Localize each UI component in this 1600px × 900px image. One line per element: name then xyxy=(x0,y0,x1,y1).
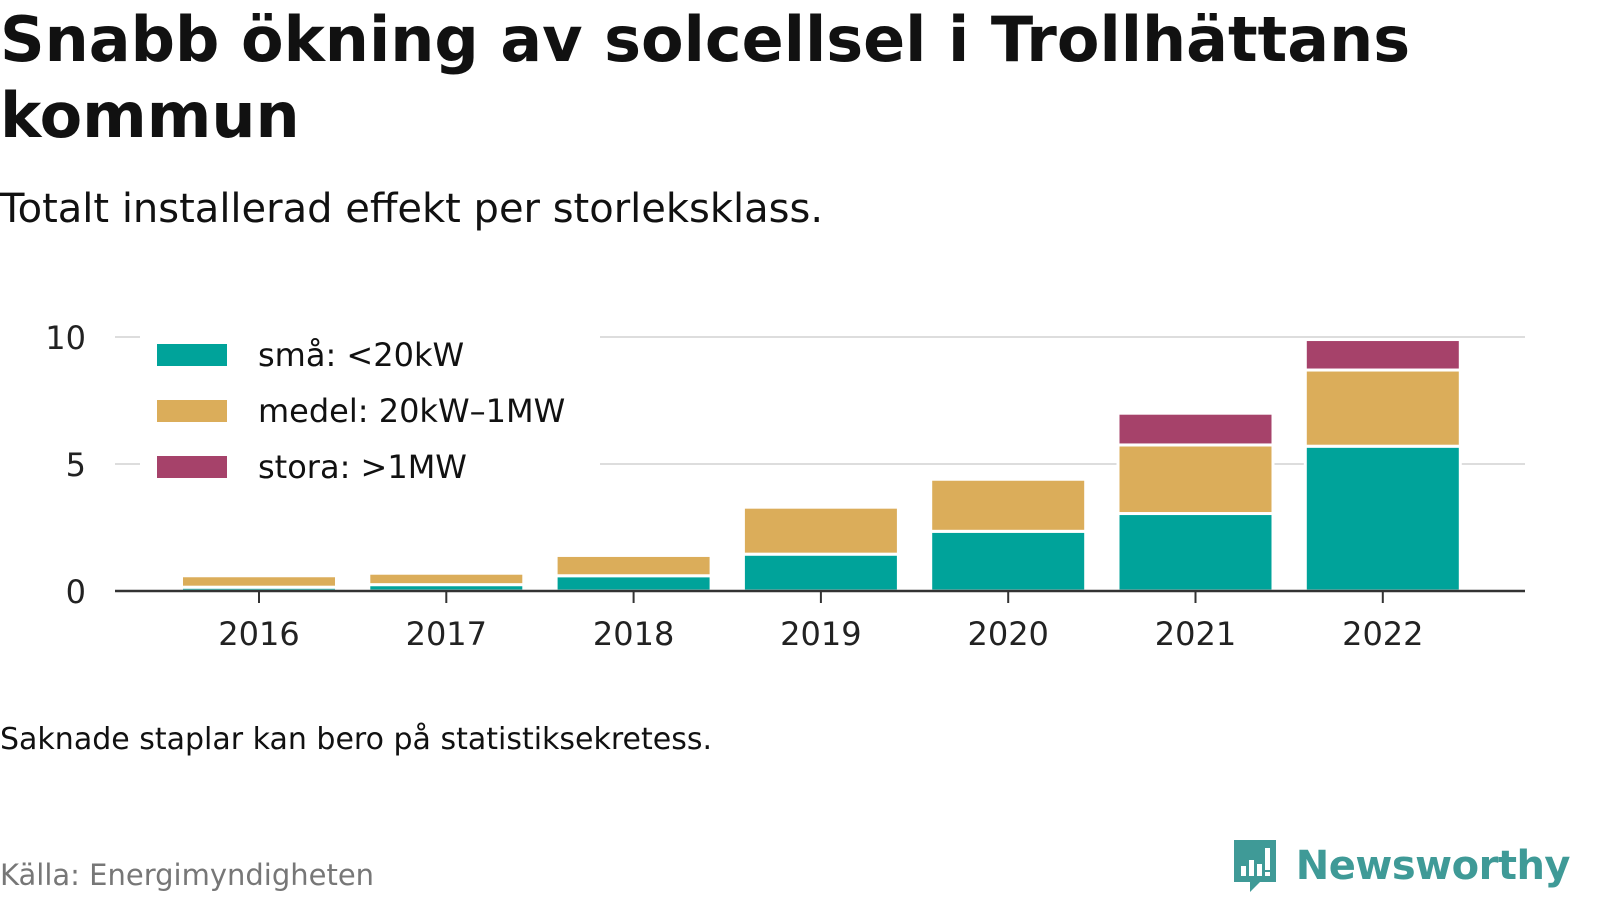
legend: små: <20kW medel: 20kW–1MW stora: >1MW xyxy=(140,328,600,494)
chart-title: Snabb ökning av solcellsel i Trollhättan… xyxy=(0,3,1411,152)
bar-segment xyxy=(741,505,900,556)
x-axis-ticks: 2016 2017 2018 2019 2020 2021 2022 xyxy=(218,591,1424,653)
bar-segment xyxy=(1116,411,1275,447)
bar-segment xyxy=(929,529,1088,593)
bar-segment xyxy=(741,552,900,593)
source-credit: Källa: Energimyndigheten xyxy=(0,858,375,892)
newsworthy-logo-icon xyxy=(1233,840,1276,892)
legend-swatch xyxy=(157,456,227,478)
bar-segment xyxy=(1303,368,1462,448)
x-tick-label: 2016 xyxy=(218,615,299,653)
x-tick-label: 2022 xyxy=(1342,615,1423,653)
legend-label: små: <20kW xyxy=(258,336,464,374)
bar-segment xyxy=(180,574,338,589)
bar-segment xyxy=(1116,512,1275,593)
bar-segment xyxy=(367,571,526,587)
brand-logo: Newsworthy xyxy=(1230,838,1571,894)
bar-segment xyxy=(1303,338,1462,372)
x-tick-label: 2018 xyxy=(593,615,674,653)
legend-swatch xyxy=(157,344,227,366)
x-tick-label: 2017 xyxy=(406,615,487,653)
bar-segment xyxy=(554,574,713,593)
bars xyxy=(180,338,1462,593)
legend-label: medel: 20kW–1MW xyxy=(258,392,565,430)
legend-label: stora: >1MW xyxy=(258,448,467,486)
y-tick-label: 5 xyxy=(66,446,86,484)
stacked-bar-chart: 0 5 10 2016 2017 2018 2019 2020 2021 2022 små: <… xyxy=(45,319,1525,653)
legend-swatch xyxy=(157,400,227,422)
x-tick-label: 2021 xyxy=(1155,615,1236,653)
bar-segment xyxy=(554,553,713,578)
bar-segment xyxy=(929,477,1088,533)
y-tick-label: 10 xyxy=(45,319,86,357)
x-tick-label: 2019 xyxy=(780,615,861,653)
chart-subtitle: Totalt installerad effekt per storlekskl… xyxy=(0,186,824,232)
y-axis-ticks: 0 5 10 xyxy=(45,319,86,611)
brand-name: Newsworthy xyxy=(1295,843,1571,889)
y-tick-label: 0 xyxy=(66,573,86,611)
bar-segment xyxy=(1116,443,1275,516)
x-tick-label: 2020 xyxy=(967,615,1048,653)
bar-segment xyxy=(1303,444,1462,593)
footnote: Saknade staplar kan bero på statistiksek… xyxy=(0,722,713,757)
